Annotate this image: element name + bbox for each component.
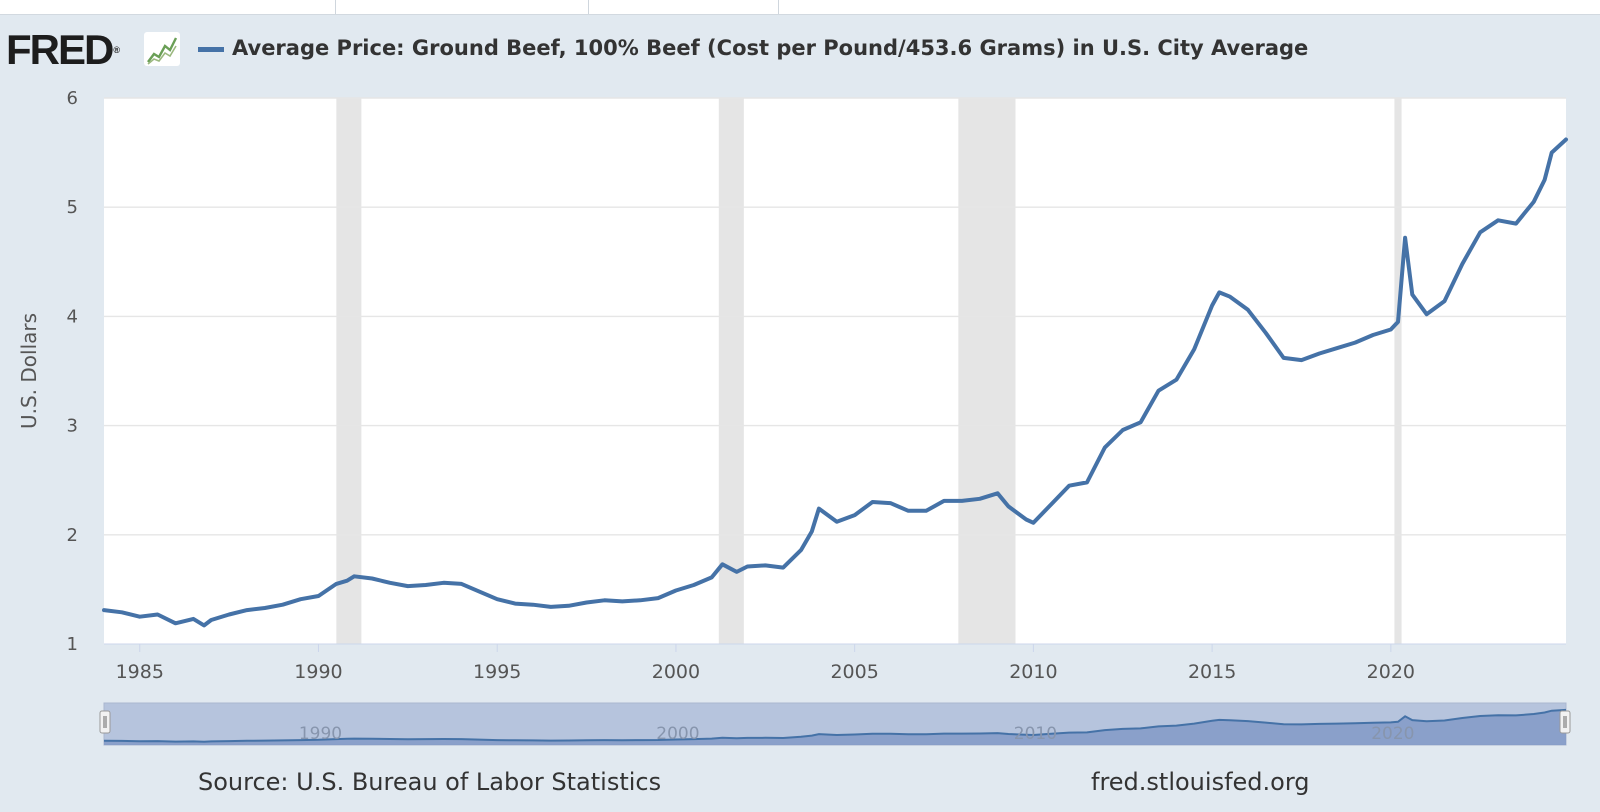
navigator-tick-label: 2010 [1014,724,1057,744]
x-tick-label: 2015 [1188,661,1236,683]
recession-band [1394,98,1402,644]
fred-logo[interactable]: FRED® [6,29,120,71]
y-axis-label: U.S. Dollars [17,313,41,429]
trend-graph-icon[interactable] [144,32,180,66]
navigator-area [104,709,1566,745]
navigator-tick-label: 2020 [1371,724,1414,744]
recession-band [718,98,744,644]
x-tick-label: 1990 [294,661,342,683]
x-tick-label: 2010 [1009,661,1057,683]
y-tick-label: 6 [67,88,78,109]
x-tick-label: 2020 [1367,661,1415,683]
y-tick-label: 5 [67,197,78,218]
x-tick-label: 1985 [116,661,164,683]
tab-divider [335,0,336,14]
y-tick-label: 4 [67,306,78,327]
source-url-link[interactable]: fred.stlouisfed.org [1091,768,1310,796]
series-line [102,137,1568,628]
top-tab-strip [0,0,1600,15]
plot-area [104,98,1566,644]
x-tick-label: 1995 [473,661,521,683]
x-tick-label: 2005 [830,661,878,683]
y-tick-label: 2 [67,525,78,546]
legend-swatch [198,47,224,52]
tab-divider [778,0,779,14]
chart-title: Average Price: Ground Beef, 100% Beef (C… [232,36,1309,60]
tab-divider [588,0,589,14]
chart-header: FRED® Average Price: Ground Beef, 100% B… [6,29,1406,71]
navigator-handle[interactable] [1559,710,1571,734]
navigator-tick-label: 2000 [656,724,699,744]
navigator-series [103,708,1567,743]
registered-mark: ® [113,45,120,55]
y-tick-label: 1 [67,634,78,655]
y-tick-label: 3 [67,416,78,437]
navigator-tick-label: 1990 [299,724,342,744]
source-credit: Source: U.S. Bureau of Labor Statistics [198,768,662,796]
recession-band [336,98,362,644]
fred-logo-text: FRED [6,26,114,73]
recession-band [958,98,1016,644]
navigator-handle[interactable] [99,710,111,734]
x-tick-label: 2000 [652,661,700,683]
